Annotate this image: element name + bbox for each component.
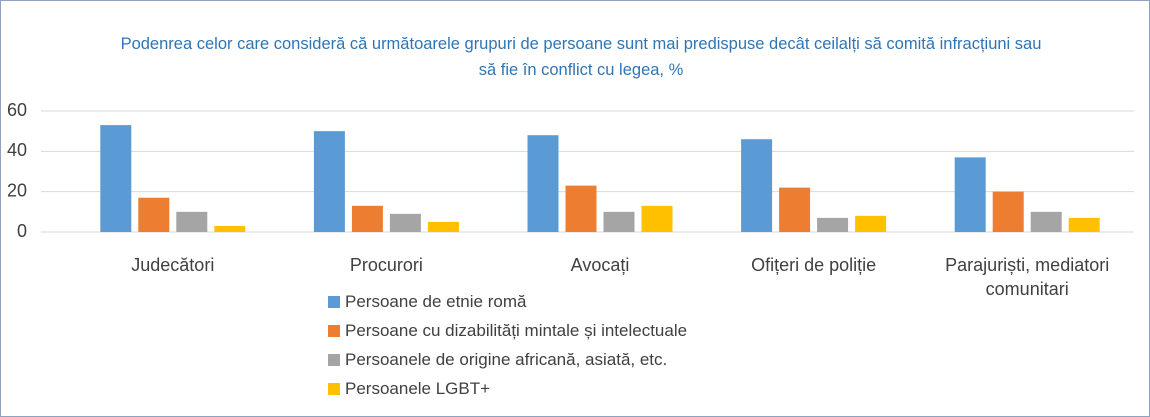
y-tick-label: 60 (7, 100, 27, 120)
x-tick-label: Parajuriști, mediatori comunitari (945, 255, 1110, 299)
bar (427, 221, 459, 232)
bar (817, 217, 849, 232)
bar (100, 125, 132, 232)
bar (1030, 211, 1062, 232)
bar (779, 187, 811, 232)
bar (313, 131, 345, 232)
chart-title: Podenrea celor care consideră că următoa… (120, 35, 1042, 79)
bar (138, 197, 170, 232)
bar (741, 139, 773, 232)
y-tick-label: 20 (7, 180, 27, 200)
legend-item: Persoane cu dizabilități mintale și inte… (328, 316, 687, 345)
legend-swatch (328, 295, 340, 308)
bar (1068, 217, 1100, 232)
legend: Persoane de etnie romă Persoane cu dizabi… (328, 287, 687, 403)
legend-item: Persoanele de origine africană, asiată, … (328, 345, 687, 374)
x-tick-label: Procurori (349, 255, 423, 275)
legend-swatch (328, 324, 340, 337)
y-tick-label: 0 (17, 221, 27, 241)
bar (527, 135, 559, 232)
bar (389, 213, 421, 232)
bar (641, 205, 673, 232)
x-tick-label: Ofițeri de poliție (751, 255, 877, 275)
bar (214, 225, 246, 232)
bar (176, 211, 208, 232)
x-tick-label: Judecători (131, 255, 215, 275)
legend-label: Persoanele LGBT+ (345, 378, 491, 398)
bar (954, 157, 986, 232)
y-tick-label: 40 (7, 140, 27, 160)
bar (351, 205, 383, 232)
legend-swatch (328, 382, 340, 395)
legend-label: Persoane de etnie romă (345, 291, 527, 311)
legend-label: Persoane cu dizabilități mintale și inte… (345, 320, 688, 340)
x-tick-label: Avocați (570, 255, 630, 275)
bar (855, 215, 887, 232)
bar (992, 191, 1024, 232)
legend-item: Persoane de etnie romă (328, 287, 687, 316)
legend-label: Persoanele de origine africană, asiată, … (345, 349, 668, 369)
bar (565, 185, 597, 232)
bar (603, 211, 635, 232)
legend-item: Persoanele LGBT+ (328, 374, 687, 403)
legend-swatch (328, 353, 340, 366)
